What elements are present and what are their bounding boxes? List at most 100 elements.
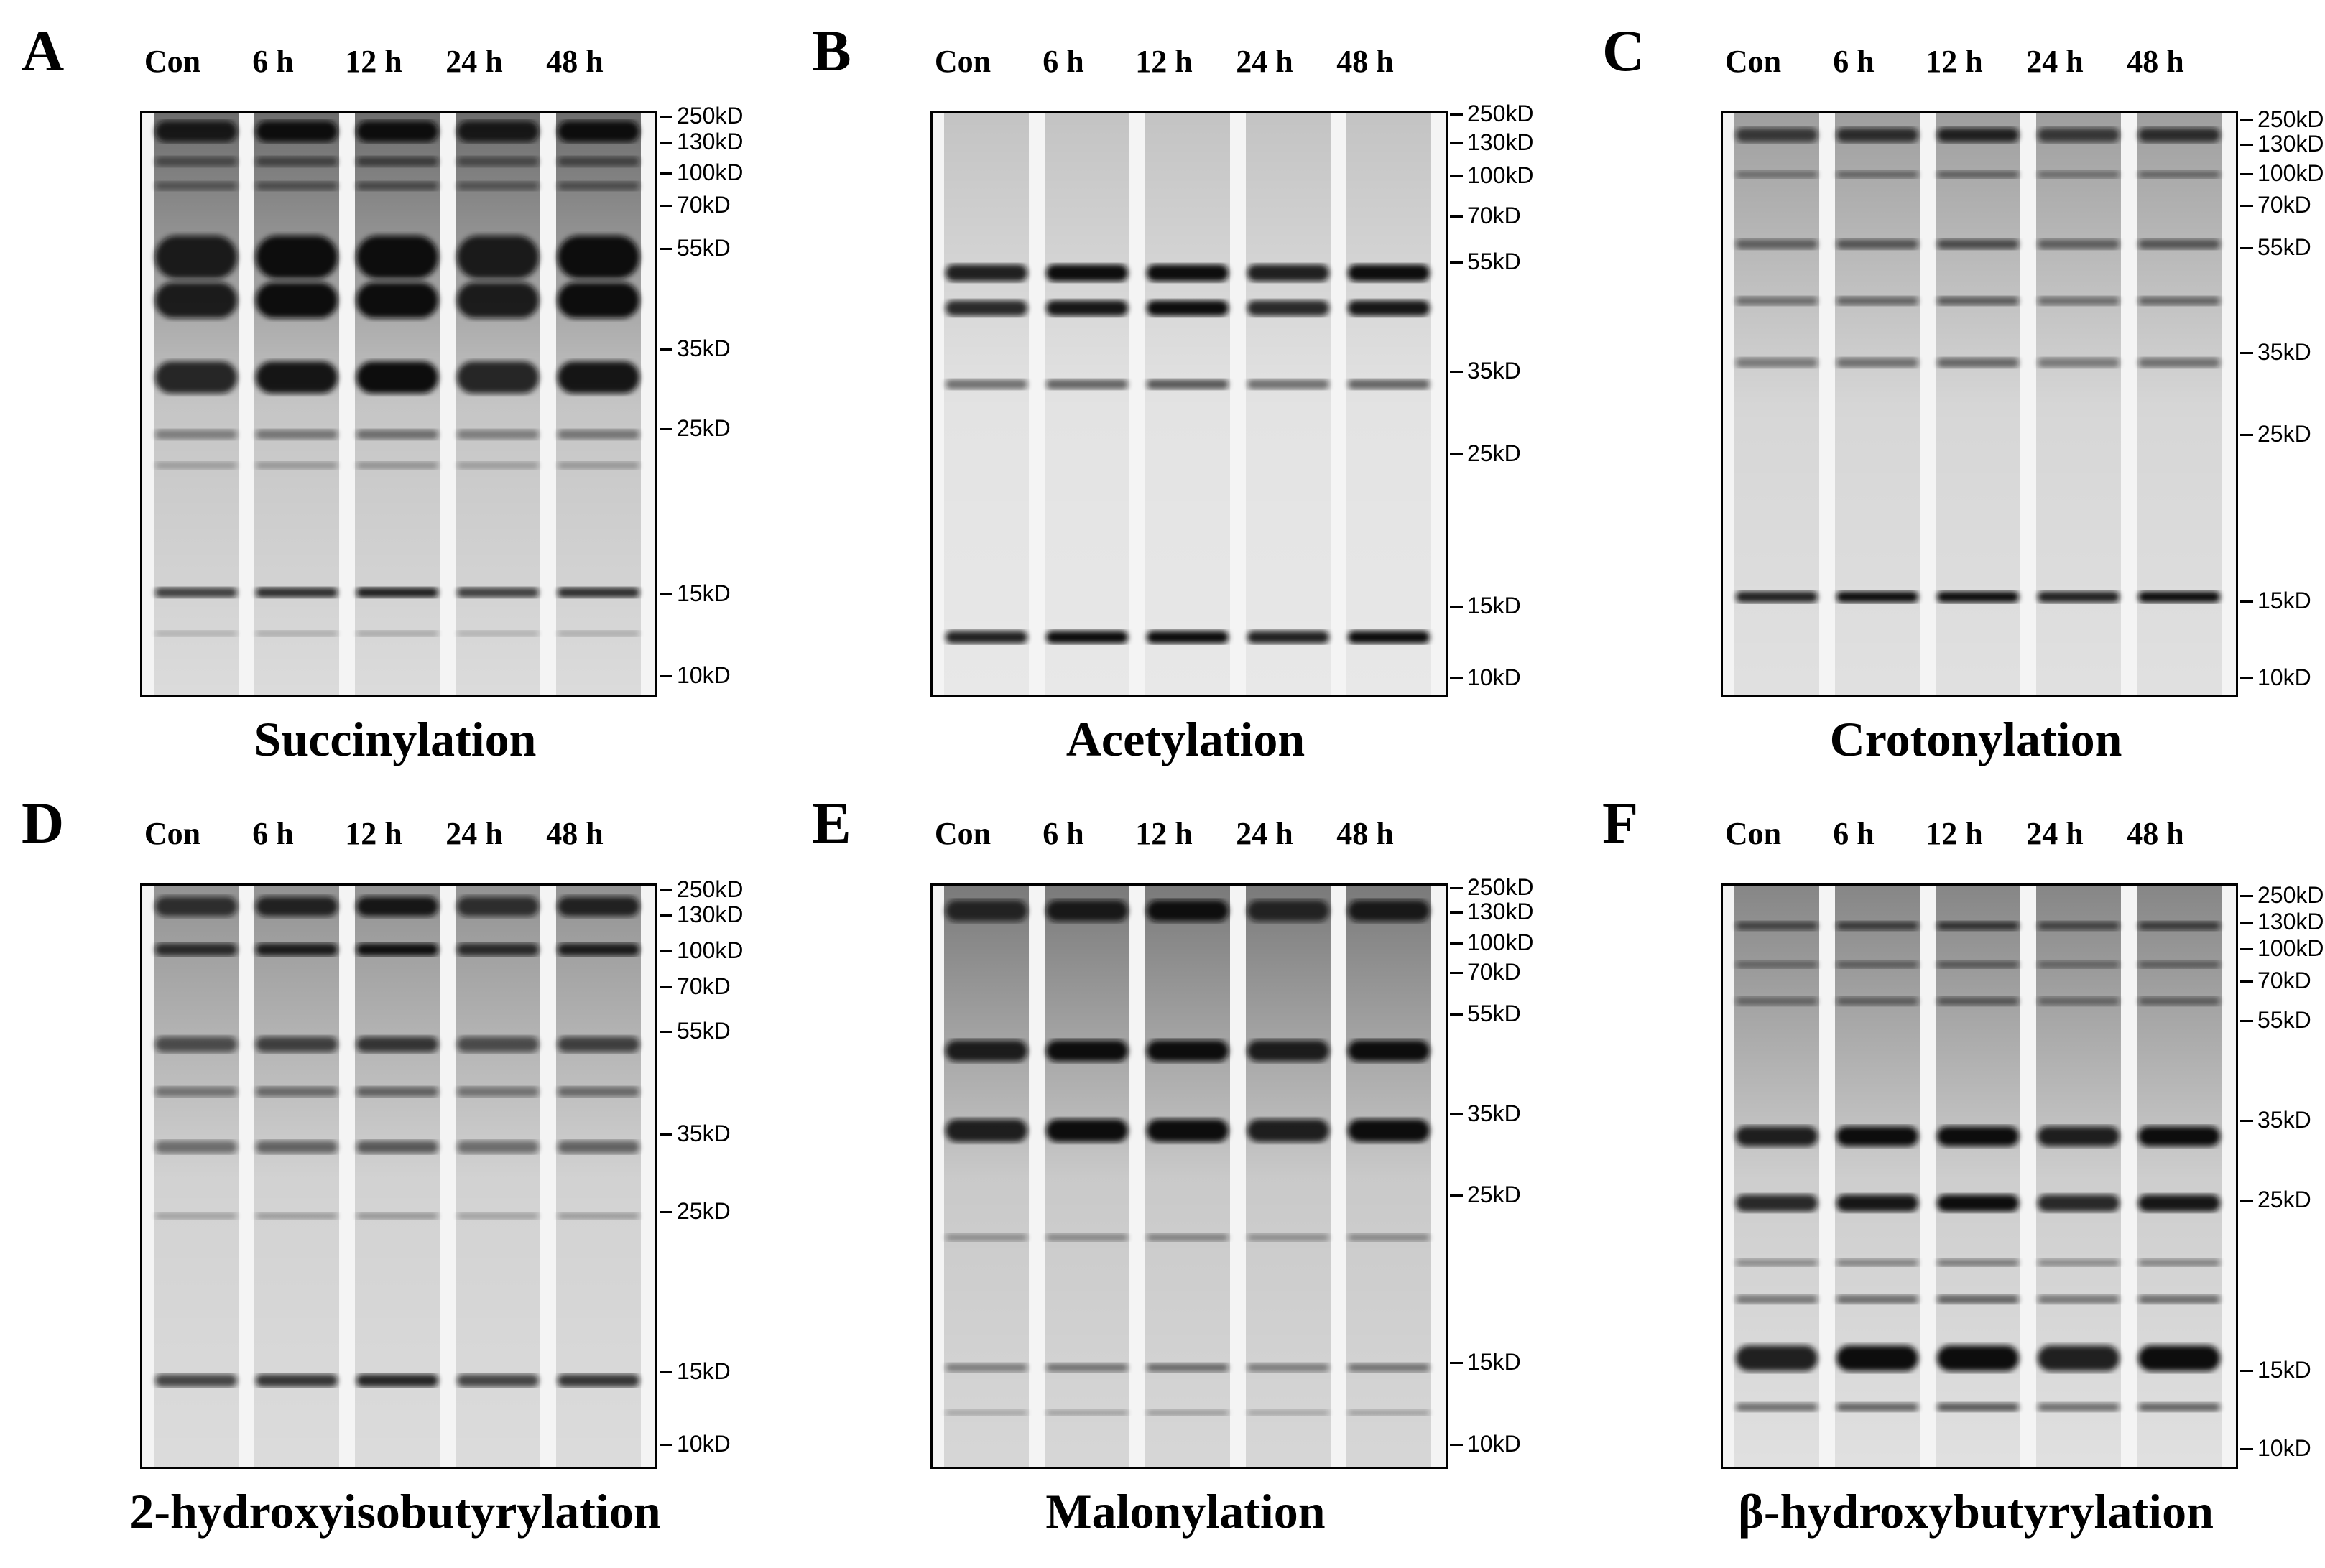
protein-band (2138, 239, 2220, 249)
protein-band (155, 1374, 237, 1387)
protein-band (1937, 171, 2019, 178)
marker-70kd: 70kD (1450, 959, 1565, 988)
marker-25kd: 25kD (660, 415, 775, 444)
protein-band (1147, 1363, 1229, 1372)
protein-band (155, 588, 237, 598)
protein-band (946, 1119, 1027, 1142)
protein-band (1247, 1363, 1329, 1372)
protein-band (1937, 1345, 2019, 1371)
protein-band (1147, 264, 1229, 282)
protein-band (457, 1087, 539, 1097)
marker-10kd: 10kD (2240, 664, 2325, 693)
protein-band (155, 1141, 237, 1154)
protein-band (558, 1374, 639, 1387)
lane-label-12h: 12 h (1135, 816, 1193, 851)
protein-band (558, 1087, 639, 1097)
marker-10kd: 10kD (1450, 1431, 1565, 1460)
protein-band (1836, 297, 1918, 305)
protein-band (1836, 358, 1918, 368)
protein-band (1046, 379, 1128, 389)
protein-band (256, 1141, 338, 1154)
protein-band (1836, 591, 1918, 603)
protein-band (356, 1036, 438, 1052)
panel-letter: F (1602, 790, 1639, 855)
protein-band (2138, 1403, 2220, 1411)
protein-band (1836, 922, 1918, 930)
protein-band (155, 1212, 237, 1220)
protein-band (256, 361, 338, 394)
protein-band (2138, 297, 2220, 305)
protein-band (457, 943, 539, 956)
protein-band (356, 896, 438, 917)
protein-band (155, 121, 237, 142)
protein-band (1147, 1410, 1229, 1416)
protein-band (1937, 922, 2019, 930)
lane-smear (1145, 886, 1230, 1467)
protein-band (1147, 900, 1229, 922)
protein-band (1736, 961, 1818, 968)
protein-band (1348, 1410, 1430, 1416)
protein-band (2038, 591, 2120, 603)
lane-label-48h: 48 h (546, 816, 604, 851)
protein-band (2138, 591, 2220, 603)
protein-band (356, 631, 438, 636)
protein-band (457, 121, 539, 142)
marker-55kd: 55kD (660, 235, 775, 264)
protein-band (256, 1212, 338, 1220)
protein-band (1147, 631, 1229, 644)
lane-smear (254, 886, 339, 1467)
lane-smear (2137, 113, 2222, 695)
marker-10kd: 10kD (660, 1431, 775, 1460)
marker-25kd: 25kD (1450, 440, 1565, 469)
lane-label-48h: 48 h (1336, 44, 1394, 79)
lane-label-12h: 12 h (345, 44, 402, 79)
protein-band (1736, 358, 1818, 368)
lane-labels: Con 6 h 12 h 24 h 48 h (1688, 815, 2206, 866)
protein-band (946, 900, 1027, 922)
lane-smear (1734, 113, 1819, 695)
protein-band (1736, 297, 1818, 305)
lane-smear (1346, 886, 1431, 1467)
blot-graphic (142, 886, 655, 1467)
protein-band (1348, 631, 1430, 644)
protein-band (1348, 1040, 1430, 1062)
protein-band (946, 1410, 1027, 1416)
lane-smear (1835, 113, 1920, 695)
protein-band (1147, 1119, 1229, 1142)
protein-band (1348, 264, 1430, 282)
marker-55kd: 55kD (2240, 234, 2325, 263)
panel-title: β-hydroxybutyrylation (1738, 1484, 2214, 1539)
protein-band (558, 361, 639, 394)
protein-band (256, 631, 338, 636)
lane-label-6h: 6 h (252, 816, 294, 851)
protein-band (558, 631, 639, 636)
lane-label-6h: 6 h (1043, 44, 1084, 79)
lane-smear (1246, 113, 1331, 695)
lane-smear (456, 886, 540, 1467)
protein-band (356, 1087, 438, 1097)
protein-band (1046, 300, 1128, 316)
marker-10kd: 10kD (660, 662, 775, 691)
lane-label-con: Con (1724, 816, 1782, 851)
protein-band (2138, 961, 2220, 968)
protein-band (356, 430, 438, 440)
protein-band (1836, 128, 1918, 142)
protein-band (1937, 297, 2019, 305)
marker-15kd: 15kD (2240, 1357, 2325, 1386)
marker-100kd: 100kD (1450, 162, 1565, 191)
protein-band (1736, 128, 1818, 142)
panel-letter: C (1602, 18, 1645, 83)
western-blot-image (140, 883, 657, 1469)
protein-band (1937, 961, 2019, 968)
lane-label-12h: 12 h (1926, 44, 1983, 79)
protein-band (1937, 997, 2019, 1006)
protein-band (2138, 358, 2220, 368)
protein-band (2038, 239, 2120, 249)
protein-band (457, 157, 539, 167)
protein-band (946, 379, 1027, 389)
marker-15kd: 15kD (660, 580, 775, 609)
lane-smear (1246, 886, 1331, 1467)
protein-band (1836, 171, 1918, 178)
protein-band (1147, 379, 1229, 389)
lane-label-con: Con (1724, 44, 1782, 79)
